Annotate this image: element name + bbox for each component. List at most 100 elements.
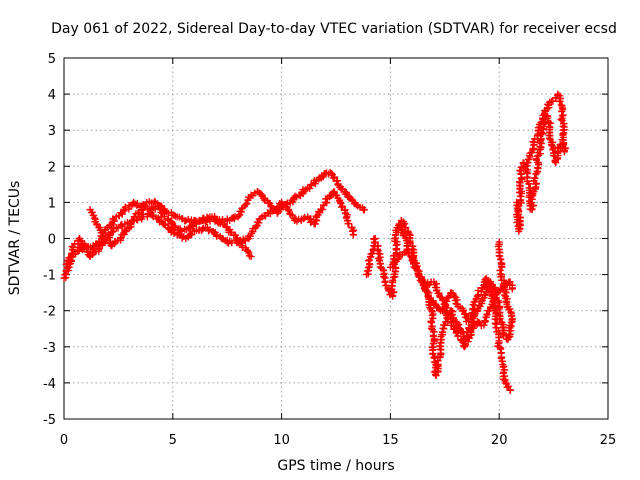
- data-point: [149, 211, 157, 219]
- data-point: [491, 319, 499, 327]
- data-point: [376, 263, 384, 271]
- data-point: [461, 337, 469, 345]
- data-point: [481, 317, 489, 325]
- data-point: [502, 289, 510, 297]
- data-point: [418, 277, 426, 285]
- y-tick-label: 5: [48, 52, 56, 67]
- data-point: [352, 201, 360, 209]
- data-point: [160, 212, 168, 220]
- data-point: [432, 372, 440, 380]
- data-point: [349, 231, 357, 239]
- data-point: [477, 287, 485, 295]
- data-point: [547, 141, 555, 149]
- data-point: [311, 220, 319, 228]
- data-point: [330, 173, 338, 181]
- data-point: [139, 211, 147, 219]
- y-tick-label: -2: [43, 305, 56, 320]
- data-point: [243, 200, 251, 208]
- data-point: [515, 225, 523, 233]
- data-point: [244, 247, 252, 255]
- data-point: [129, 217, 137, 225]
- y-tick-label: 0: [48, 233, 56, 248]
- data-point: [559, 141, 567, 149]
- data-point: [117, 221, 125, 229]
- x-tick-label: 25: [600, 433, 617, 448]
- series-track-g: [513, 112, 566, 235]
- data-point: [444, 294, 452, 302]
- data-point: [127, 221, 135, 229]
- y-tick-label: 3: [48, 124, 56, 139]
- y-tick-label: -1: [43, 269, 56, 284]
- data-point: [247, 253, 255, 261]
- x-tick-label: 20: [491, 433, 508, 448]
- chart-title: Day 061 of 2022, Sidereal Day-to-day VTE…: [51, 21, 617, 37]
- y-tick-label: -3: [43, 341, 56, 356]
- data-point: [504, 382, 512, 390]
- data-point: [100, 238, 108, 246]
- data-point: [118, 210, 126, 218]
- data-point: [131, 213, 139, 221]
- data-point: [439, 296, 447, 304]
- data-point: [441, 321, 449, 329]
- data-point: [496, 266, 504, 274]
- y-tick-label: -4: [43, 377, 56, 392]
- data-point: [414, 266, 422, 274]
- data-point: [454, 332, 462, 340]
- data-point: [389, 292, 397, 300]
- data-point: [328, 170, 336, 178]
- series-track-a: [60, 169, 368, 282]
- x-axis-label: GPS time / hours: [277, 458, 394, 474]
- y-tick-label: 1: [48, 196, 56, 211]
- data-point: [506, 386, 514, 394]
- data-point: [333, 191, 341, 199]
- series-track-b: [62, 188, 358, 275]
- data-point: [455, 324, 463, 332]
- data-point: [102, 237, 110, 245]
- data-point: [531, 174, 539, 182]
- data-point: [528, 205, 536, 213]
- data-point: [188, 231, 196, 239]
- data-point: [555, 97, 563, 105]
- data-point: [360, 206, 368, 214]
- y-axis-label: SDTVAR / TECUs: [7, 181, 23, 296]
- data-point: [557, 116, 565, 124]
- series-track-h: [521, 90, 570, 170]
- data-point: [451, 297, 459, 305]
- data-point: [552, 159, 560, 167]
- data-point: [365, 257, 373, 265]
- data-point: [410, 263, 418, 271]
- data-points: [60, 90, 570, 394]
- data-point: [389, 276, 397, 284]
- data-point: [516, 167, 524, 175]
- data-point: [546, 134, 554, 142]
- data-point: [530, 138, 538, 146]
- data-point: [284, 206, 292, 214]
- axis-ticks: 0 5 10 15 20 25 -5 -4 -3 -2 -1 0 1 2 3 4 5: [43, 52, 616, 448]
- data-point: [508, 285, 516, 293]
- data-point: [424, 291, 432, 299]
- y-tick-label: 4: [48, 88, 56, 103]
- data-point: [392, 241, 400, 249]
- data-point: [497, 256, 505, 264]
- x-tick-label: 5: [169, 433, 177, 448]
- data-point: [507, 309, 515, 317]
- data-point: [451, 325, 459, 333]
- data-point: [547, 119, 555, 127]
- x-tick-label: 10: [273, 433, 290, 448]
- data-point: [133, 199, 141, 207]
- data-point: [545, 101, 553, 109]
- data-point: [549, 146, 557, 154]
- series-track-f: [395, 220, 516, 351]
- data-point: [403, 242, 411, 250]
- data-point: [464, 338, 472, 346]
- data-point: [258, 191, 266, 199]
- data-point: [367, 250, 375, 258]
- data-point: [533, 156, 541, 164]
- data-point: [342, 189, 350, 197]
- data-point: [318, 206, 326, 214]
- data-point: [80, 245, 88, 253]
- data-point: [171, 222, 179, 230]
- x-tick-label: 15: [382, 433, 399, 448]
- data-point: [121, 203, 129, 211]
